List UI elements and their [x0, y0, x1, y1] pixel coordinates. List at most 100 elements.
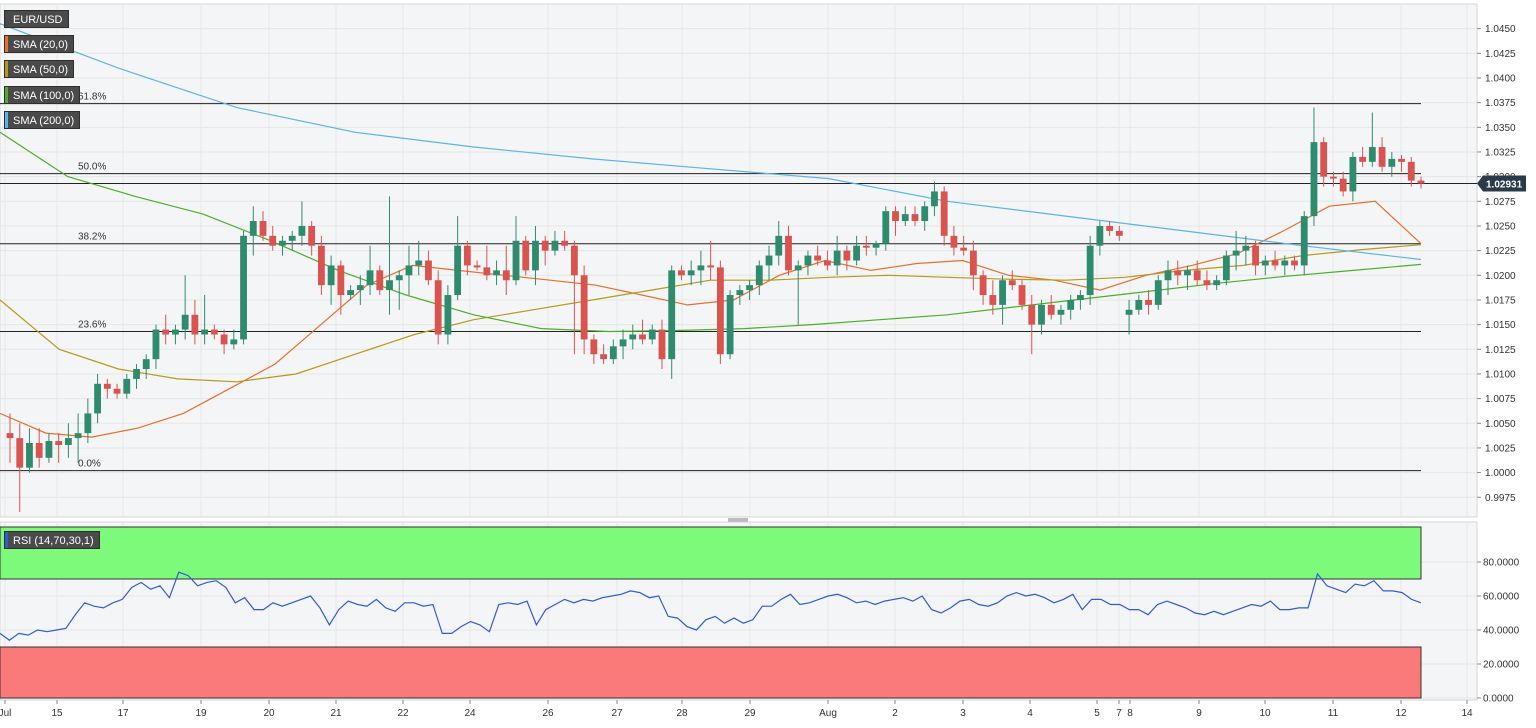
time-tick-label: 15	[51, 708, 63, 719]
candle-body	[1242, 245, 1250, 251]
candle-body	[1115, 230, 1123, 236]
time-tick-label: 29	[744, 708, 756, 719]
sma-line	[0, 200, 1422, 438]
time-tick-label: 19	[195, 708, 207, 719]
candle-body	[999, 280, 1006, 305]
candle-body	[1106, 225, 1114, 231]
time-tick-label: 11	[1328, 708, 1339, 719]
candle-body	[502, 270, 510, 281]
candle-body	[298, 225, 306, 236]
price-tick-label: 1.0425	[1485, 49, 1516, 60]
candle-body	[872, 243, 880, 248]
candle-body	[308, 225, 316, 246]
candle-body	[940, 191, 948, 236]
candle-body	[162, 329, 170, 335]
candle-body	[1368, 147, 1376, 162]
rsi-tick-label: 80.0000	[1483, 558, 1520, 569]
candle-body	[279, 240, 286, 246]
candle-body	[6, 433, 14, 439]
candle-body	[133, 369, 140, 379]
candle-body	[765, 255, 773, 266]
candle-body	[1300, 216, 1308, 266]
candle-body	[1038, 304, 1045, 325]
candle-body	[1320, 142, 1328, 177]
fib-label: 0.0%	[78, 459, 101, 470]
candle-body	[512, 240, 520, 281]
candle-body	[444, 295, 452, 335]
candle-body	[1047, 304, 1055, 315]
candle-body	[561, 240, 569, 246]
candle-body	[697, 265, 705, 271]
candle-body	[1018, 285, 1026, 305]
sma-50-label[interactable]: SMA (50,0)	[4, 60, 75, 78]
time-tick-label: 27	[611, 708, 623, 719]
time-tick-label: 22	[397, 708, 409, 719]
candle-body	[1232, 250, 1240, 256]
candle-body	[824, 260, 831, 266]
candle-body	[103, 383, 111, 389]
candle-body	[172, 329, 179, 335]
price-tag-bg	[1477, 175, 1526, 192]
rsi-label[interactable]: RSI (14,70,30,1)	[4, 531, 100, 549]
candle-body	[833, 250, 841, 266]
candle-body	[35, 443, 43, 458]
candle-body	[1086, 245, 1094, 296]
rsi-tick-label: 0.0000	[1483, 694, 1514, 705]
candle-body	[1398, 158, 1405, 162]
candle-body	[785, 235, 792, 271]
pane-resize-handle[interactable]	[728, 518, 748, 522]
sma-line	[0, 131, 1422, 333]
candle-body	[1145, 299, 1152, 305]
candle-body	[862, 245, 870, 248]
fib-label: 23.6%	[78, 320, 106, 331]
candle-body	[969, 250, 977, 276]
price-tick-label: 1.0025	[1485, 443, 1516, 454]
symbol-label[interactable]: EUR/USD	[4, 10, 69, 28]
price-tick-label: 1.0075	[1485, 394, 1516, 405]
candle-body	[853, 245, 861, 261]
candle-body	[1330, 176, 1337, 179]
price-tick-label: 1.0350	[1485, 123, 1516, 134]
price-tag-text: 1.02931	[1486, 179, 1523, 190]
candle-body	[580, 275, 588, 340]
candle-body	[775, 235, 783, 256]
candle-body	[1164, 270, 1172, 281]
candle-body	[356, 285, 364, 291]
sma-200-label[interactable]: SMA (200,0)	[4, 111, 81, 129]
candle-body	[1271, 260, 1279, 266]
candle-body	[911, 214, 919, 222]
candle-body	[648, 329, 656, 340]
candle-body	[259, 221, 267, 236]
candle-body	[1096, 225, 1104, 246]
candle-body	[882, 211, 890, 244]
candle-body	[1378, 147, 1386, 167]
candle-body	[415, 260, 423, 266]
candle-body	[405, 265, 413, 276]
candle-body	[804, 255, 812, 266]
time-tick-label: 8	[1127, 708, 1133, 719]
candle-body	[1067, 299, 1075, 310]
candle-body	[901, 214, 909, 222]
price-tick-label: 0.9975	[1485, 493, 1516, 504]
time-tick-label: 28	[676, 708, 688, 719]
candle-body	[249, 221, 257, 236]
sma-20-label[interactable]: SMA (20,0)	[4, 35, 75, 53]
time-tick-label: 14	[1461, 708, 1473, 719]
fib-label: 61.8%	[78, 92, 106, 103]
candle-body	[1203, 280, 1211, 286]
candle-body	[1310, 142, 1318, 217]
candle-body	[716, 267, 724, 355]
candle-body	[541, 240, 549, 251]
candle-body	[658, 329, 666, 360]
candle-body	[45, 441, 53, 458]
candle-body	[74, 433, 82, 439]
sma-100-label[interactable]: SMA (100,0)	[4, 86, 81, 104]
candle-body	[434, 280, 442, 335]
price-tick-label: 1.0150	[1485, 320, 1516, 331]
time-tick-label: 4	[1027, 708, 1033, 719]
time-tick-label: 21	[330, 708, 342, 719]
price-tick-label: 1.0450	[1485, 24, 1516, 35]
candle-body	[1077, 295, 1084, 300]
rsi-axis: 0.0000 20.0000 40.0000 60.0000 80.0000	[1477, 558, 1520, 705]
price-tick-label: 1.0100	[1485, 369, 1516, 380]
